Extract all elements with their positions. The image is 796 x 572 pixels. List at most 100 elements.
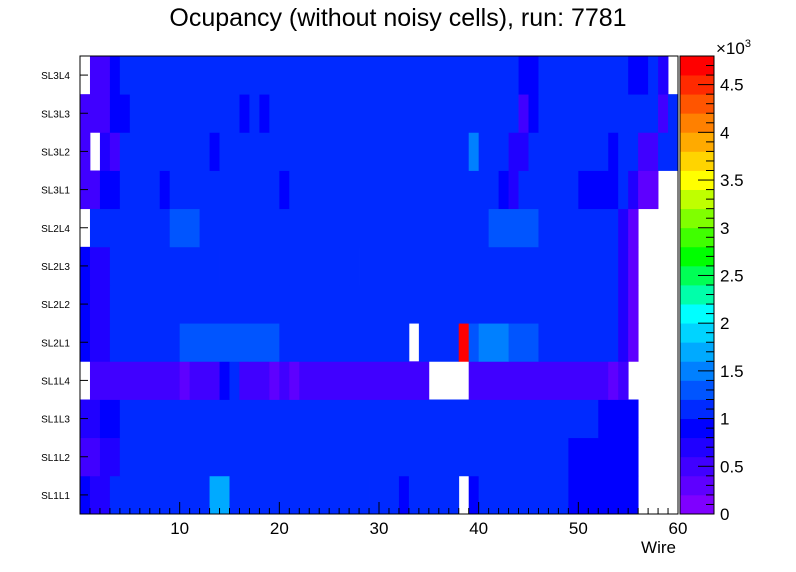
color-scale-swatch [680,151,714,171]
color-scale-swatch [680,113,714,133]
heatmap-cell [458,285,470,324]
heatmap-cell [269,361,280,400]
heatmap-cell [379,437,430,477]
heatmap-cell [598,399,639,439]
heatmap-cell [219,361,230,400]
heatmap-cell [548,437,559,477]
color-scale-swatch [680,437,714,458]
heatmap-cell [229,361,240,400]
x-axis: 10 20 30 40 50 60 [79,502,687,538]
heatmap-cell [89,361,161,400]
heatmap-cell [618,285,629,324]
heatmap-cell [80,437,101,477]
z-tick-label: 1.5 [720,362,744,381]
heatmap-cell [269,246,280,286]
heatmap-cell [538,437,549,477]
color-scale-multiplier: ×103 [716,38,751,58]
heatmap-cell [468,285,619,324]
z-tick-label: 1 [720,410,729,429]
heatmap-cell [209,399,240,439]
color-scale-swatch [680,323,714,343]
heatmap-cell [658,94,669,133]
heatmap-cell [468,132,480,171]
heatmap-cell [269,94,400,133]
heatmap-cell [408,132,470,171]
heatmap-cell [239,399,250,439]
heatmap-cell [169,170,280,210]
heatmap-cell [618,361,629,400]
color-scale-swatch [680,285,714,305]
heatmap-cell [369,437,380,477]
color-scale-multiplier-base: ×10 [716,39,745,58]
heatmap-cell [508,132,529,171]
heatmap-cell [289,170,499,210]
heatmap-cell [478,132,490,171]
heatmap-cell [618,323,629,362]
y-tick-label: SL3L2 [41,147,70,158]
heatmap-cell [109,323,181,362]
heatmap-cell [89,208,171,248]
chart-title: Ocupancy (without noisy cells), run: 778… [169,4,627,32]
y-tick-label: SL2L4 [41,224,70,235]
heatmap-cell [528,94,539,133]
heatmap-cell [369,475,380,515]
heatmap-cell [80,170,101,210]
heatmap-cell [428,437,440,477]
color-scale-multiplier-exponent: 3 [745,38,751,50]
heatmap-cell [179,323,250,362]
heatmap-cell [259,246,270,286]
color-scale-swatch [680,361,714,381]
heatmap-cell [259,437,330,477]
heatmap-cell [438,285,450,324]
heatmap-cell [369,323,410,362]
y-tick-label: SL1L2 [41,453,70,464]
heatmap-cell [109,56,121,95]
heatmap-cell [349,208,360,248]
heatmap-cell [628,170,639,210]
heatmap-cell [109,285,181,324]
heatmap-cell [528,475,539,515]
heatmap-cell [219,132,400,171]
heatmap-cell [498,246,509,286]
heatmap-cell [538,94,629,133]
y-tick-label: SL3L4 [41,71,70,82]
x-tick-label: 30 [370,519,389,538]
heatmap-cell [398,56,410,95]
heatmap-cell [189,361,220,400]
heatmap-cell [279,170,290,210]
heatmap-cell [598,56,629,95]
heatmap-cell [488,208,539,248]
heatmap-cell [628,285,639,324]
heatmap-cell [578,170,619,210]
color-scale-swatch [680,227,714,248]
heatmap-cell [119,437,161,477]
heatmap-cell [488,246,499,286]
heatmap-cell [219,208,250,248]
heatmap-cell [119,399,200,439]
z-tick-label: 0.5 [720,457,744,476]
x-tick-label: 50 [569,519,588,538]
heatmap-cell [478,323,509,362]
heatmap-cell [618,132,639,171]
y-tick-label: SL2L1 [41,338,70,349]
heatmap-cell [249,437,260,477]
heatmap-cell [199,208,210,248]
heatmap-cell [628,208,639,248]
heatmap-cell [538,475,569,515]
heatmap-cell [249,285,290,324]
y-axis: SL1L1 SL1L2 SL1L3 SL1L4 SL2L1 SL2L2 SL2L3 SL2L4… [41,71,88,502]
heatmap-cell [359,246,480,286]
heatmap-cell [369,208,490,248]
heatmap-cell [468,323,480,362]
heatmap-cells [80,56,679,515]
heatmap-cell [568,475,639,515]
heatmap-cell [89,475,111,515]
heatmap-cell [538,132,559,171]
heatmap-cell [189,285,250,324]
z-tick-label: 0 [720,505,729,524]
heatmap-cell [398,132,410,171]
heatmap-cell [119,56,400,95]
color-scale-swatch [680,342,714,362]
heatmap-cell [239,94,250,133]
heatmap-cell [508,246,619,286]
